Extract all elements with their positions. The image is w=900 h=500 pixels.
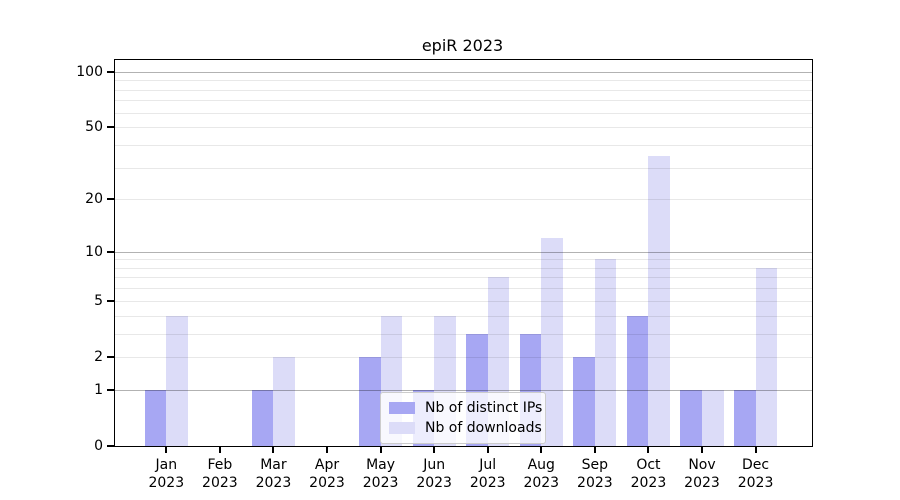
y-axis-tick [107,198,114,201]
x-axis-tick-label: Sep 2023 [577,457,613,491]
legend: Nb of distinct IPs Nb of downloads [380,392,546,444]
x-axis-tick-label: Mar 2023 [255,457,292,491]
gridline-minor [115,112,812,114]
y-axis-tick-label: 0 [94,438,103,454]
x-axis-tick-label: Jun 2023 [416,457,452,491]
x-axis-tick [218,447,221,453]
gridline-minor [115,167,812,169]
gridline-minor [115,333,812,335]
plot-area: Nb of distinct IPs Nb of downloads 0 1 2 5 1… [76,59,813,491]
gridline-minor [115,267,812,269]
gridline-minor [115,277,812,279]
x-axis-tick-label: Dec 2023 [737,457,774,491]
x-axis-tick-label: Aug 2023 [523,457,560,491]
y-axis-tick [107,299,114,302]
x-axis-tick [754,447,757,453]
y-axis-tick [107,70,114,73]
bar-downloads-oct-2023 [648,155,671,446]
bar-distinct-ips-oct-2023 [626,315,649,446]
x-axis-tick [540,447,543,453]
gridline-minor [115,100,812,102]
legend-item-distinct-ips: Nb of distinct IPs [389,398,542,418]
legend-label-distinct-ips: Nb of distinct IPs [425,400,543,416]
bar-downloads-nov-2023 [702,389,724,446]
gridline-major [115,251,812,253]
bar-downloads-jan-2023 [166,315,188,446]
gridline-major [115,71,812,73]
bar-distinct-ips-nov-2023 [680,389,702,446]
bar-downloads-dec-2023 [755,267,778,446]
gridline-minor [115,127,812,129]
x-axis-tick [701,447,703,453]
y-axis-tick-label: 1 [94,381,103,398]
gridline-minor [115,300,812,302]
y-axis-tick-label: 5 [94,292,103,309]
gridline-minor [115,144,812,146]
x-axis-tick-label: Feb 2023 [202,457,238,491]
x-axis-tick [326,447,328,453]
x-axis-tick-label: Oct 2023 [630,457,667,491]
gridline-minor [115,315,812,317]
gridline-major [115,389,812,391]
y-axis-tick-label: 2 [94,348,103,365]
x-axis-tick [647,447,650,453]
y-axis-tick [107,126,114,129]
bar-distinct-ips-may-2023 [358,356,381,446]
y-axis-tick-label: 20 [85,191,103,208]
bar-distinct-ips-dec-2023 [733,389,756,446]
chart-title: epiR 2023 [421,36,504,55]
x-axis-tick-label: Apr 2023 [309,457,345,491]
x-axis-tick [593,447,596,453]
x-axis-tick-label: Jan 2023 [148,457,185,491]
y-axis-tick-label: 50 [85,119,103,136]
bar-distinct-ips-jan-2023 [144,389,167,446]
x-axis-tick-label: Jul 2023 [469,457,506,491]
gridline-minor [115,259,812,261]
y-axis-tick-label: 10 [85,243,103,260]
x-axis-tick [272,447,275,453]
y-axis-tick [107,388,114,391]
gridline-minor [115,89,812,91]
y-axis-tick [107,250,114,253]
x-axis-tick [379,447,382,453]
bar-downloads-sep-2023 [594,259,617,446]
bar-downloads-mar-2023 [273,356,296,446]
gridline-minor [115,288,812,290]
x-axis-tick [165,447,168,453]
legend-label-downloads: Nb of downloads [425,420,542,436]
bar-distinct-ips-mar-2023 [251,389,274,446]
y-axis-tick-label: 100 [76,63,103,80]
x-axis-tick [486,447,489,453]
gridline-minor [115,199,812,201]
legend-swatch-downloads [389,422,415,434]
x-axis-tick-label: Nov 2023 [684,457,720,491]
bar-distinct-ips-sep-2023 [573,356,595,446]
bar-downloads-aug-2023 [541,238,563,446]
legend-item-downloads: Nb of downloads [389,418,542,438]
x-axis-tick-label: May 2023 [362,457,399,491]
gridline-minor [115,80,812,82]
gridline-minor [115,356,812,358]
x-axis-tick [433,447,436,453]
y-axis-tick [107,355,114,358]
legend-swatch-distinct-ips [389,402,415,414]
y-axis-tick [107,445,114,447]
